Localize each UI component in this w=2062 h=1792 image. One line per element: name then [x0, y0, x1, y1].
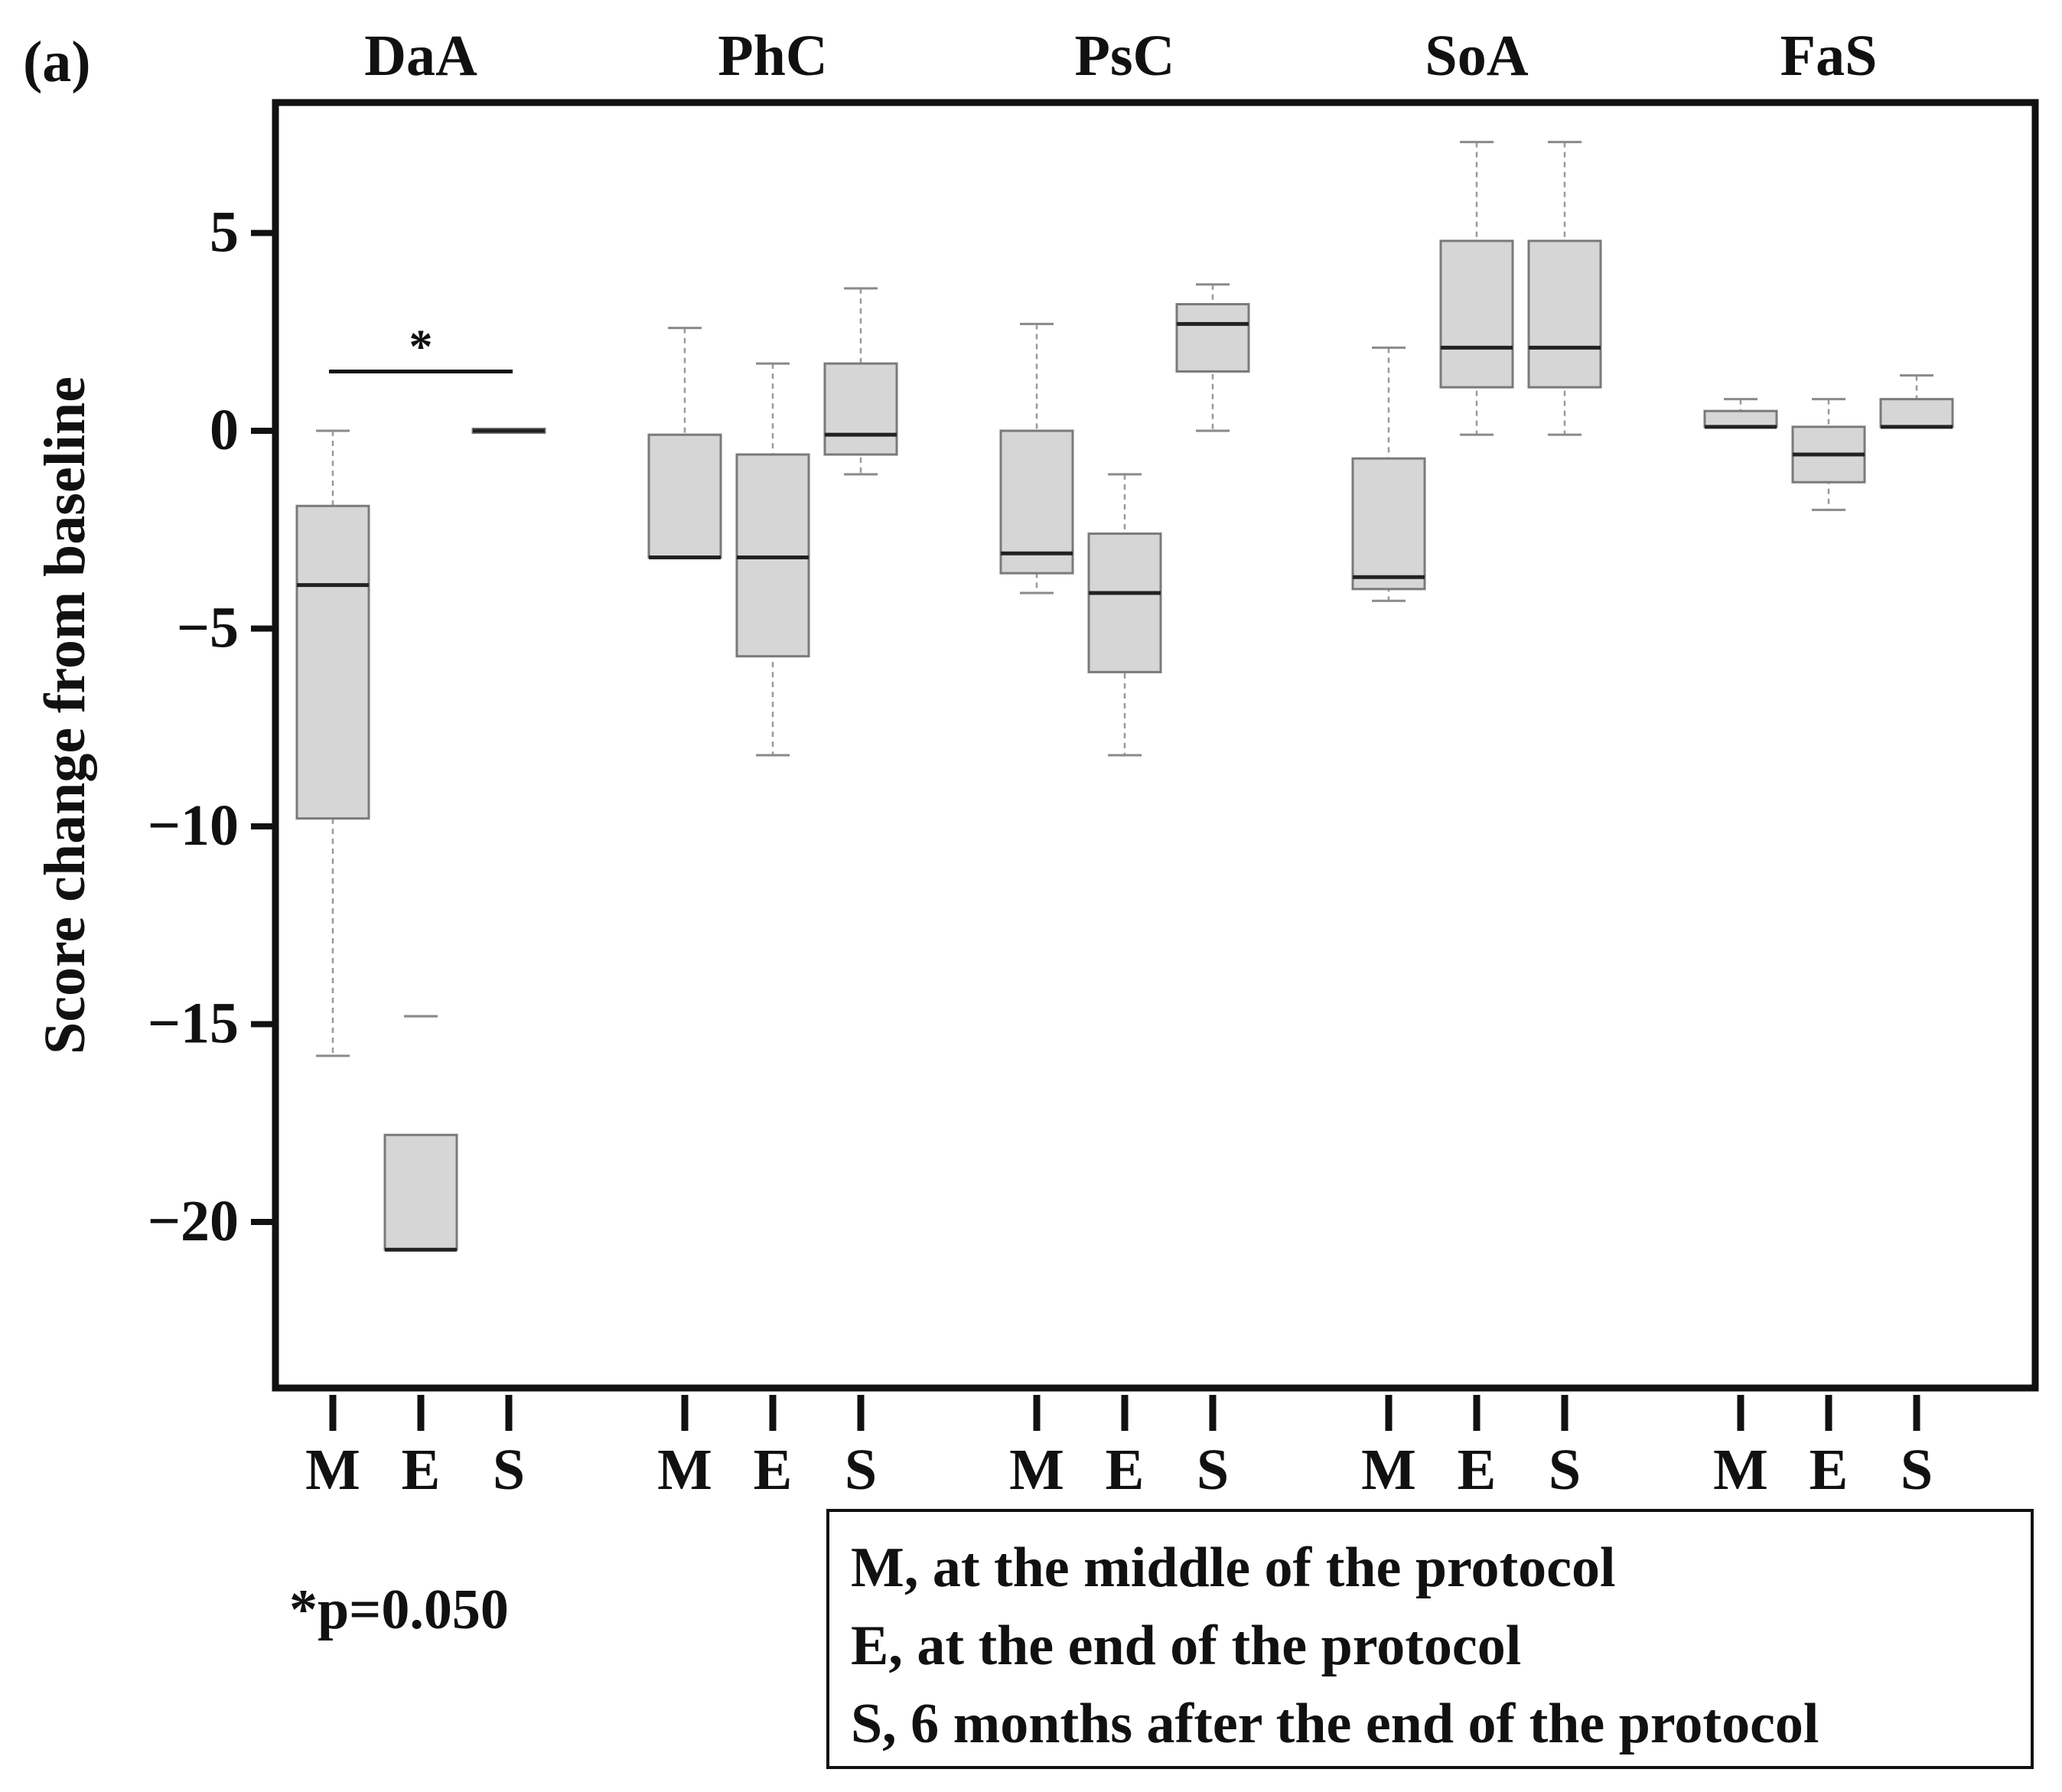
x-tick-label-e: E — [1106, 1438, 1145, 1502]
box-soa-e — [1439, 239, 1514, 389]
box-phc-s — [823, 362, 898, 456]
plot-frame — [272, 99, 2039, 1392]
x-tick-label-e: E — [402, 1438, 441, 1502]
x-tick-label-e: E — [1458, 1438, 1497, 1502]
significance-annotation: * — [329, 321, 513, 373]
significance-star: * — [409, 321, 433, 373]
significance-note: *p=0.050 — [289, 1579, 509, 1641]
y-axis-ticks: 5 0 −5 −10 −15 −20 — [148, 200, 275, 1253]
y-tick-label: −15 — [148, 992, 239, 1056]
box-daa-m — [295, 504, 370, 820]
box-psc-m — [999, 429, 1074, 575]
x-tick-label-s: S — [1197, 1438, 1229, 1502]
x-tick-label-s: S — [1901, 1438, 1933, 1502]
x-tick-label-s: S — [493, 1438, 525, 1502]
legend-item-end: E, at the end of the protocol — [851, 1614, 1522, 1677]
x-tick-label-m: M — [305, 1438, 360, 1502]
box-series — [295, 141, 1954, 1252]
x-tick-label-s: S — [845, 1438, 877, 1502]
group-title-psc: PsC — [1075, 24, 1175, 88]
x-tick-label-m: M — [1361, 1438, 1416, 1502]
y-axis-label: Score change from baseline — [33, 376, 97, 1054]
legend-item-six-months: S, 6 months after the end of the protoco… — [851, 1693, 1819, 1755]
y-tick-label: 0 — [210, 398, 239, 462]
legend-item-middle: M, at the middle of the protocol — [851, 1536, 1616, 1599]
box-daa-e — [383, 1133, 458, 1251]
x-tick-label-e: E — [754, 1438, 793, 1502]
box-soa-s — [1527, 239, 1602, 389]
box-fas-m — [1703, 409, 1778, 428]
group-title-daa: DaA — [364, 24, 477, 88]
y-tick-label: 5 — [210, 200, 239, 265]
box-phc-e — [735, 453, 810, 658]
y-tick-label: −20 — [148, 1189, 239, 1253]
group-title-fas: FaS — [1780, 24, 1878, 88]
box-phc-m — [647, 433, 722, 559]
x-tick-label-s: S — [1549, 1438, 1581, 1502]
group-titles: DaA PhC PsC SoA FaS — [364, 24, 1877, 88]
x-tick-label-m: M — [657, 1438, 712, 1502]
box-psc-e — [1087, 532, 1162, 673]
legend: M, at the middle of the protocol E, at t… — [826, 1509, 2034, 1769]
group-title-soa: SoA — [1425, 24, 1528, 88]
y-tick-label: −10 — [148, 793, 239, 858]
group-title-phc: PhC — [718, 24, 828, 88]
x-tick-label-m: M — [1009, 1438, 1064, 1502]
box-soa-m — [1351, 457, 1426, 591]
box-fas-s — [1879, 398, 1954, 428]
box-psc-s — [1175, 303, 1250, 373]
y-tick-label: −5 — [177, 596, 239, 660]
panel-label: (a) — [23, 30, 91, 94]
x-tick-label-m: M — [1713, 1438, 1768, 1502]
x-tick-label-e: E — [1810, 1438, 1849, 1502]
